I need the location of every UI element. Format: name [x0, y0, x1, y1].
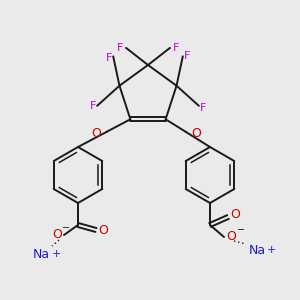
Text: +: +	[51, 249, 61, 259]
Text: O: O	[226, 230, 236, 244]
Text: O: O	[98, 224, 108, 236]
Text: F: F	[173, 43, 179, 53]
Text: F: F	[117, 43, 123, 53]
Text: F: F	[184, 51, 190, 62]
Text: −: −	[62, 223, 70, 233]
Text: +: +	[266, 245, 276, 255]
Text: −: −	[237, 225, 245, 235]
Text: O: O	[91, 127, 101, 140]
Text: O: O	[230, 208, 240, 221]
Text: F: F	[200, 103, 206, 113]
Text: O: O	[52, 229, 62, 242]
Text: F: F	[90, 101, 96, 111]
Text: Na: Na	[32, 248, 50, 260]
Text: Na: Na	[248, 244, 266, 256]
Text: F: F	[106, 53, 112, 63]
Text: O: O	[191, 127, 201, 140]
